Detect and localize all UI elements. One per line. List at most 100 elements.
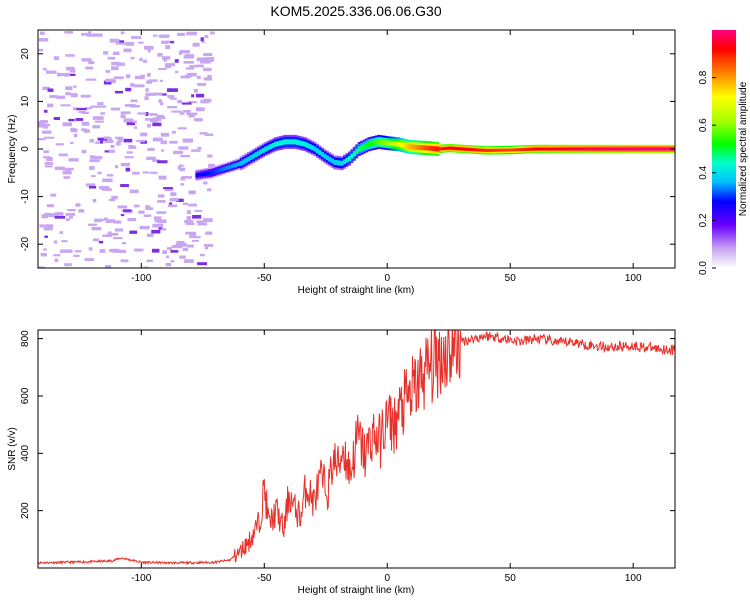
noise-speckle: [180, 183, 185, 186]
ridge-segment: [416, 145, 420, 151]
noise-speckle: [73, 85, 77, 88]
ridge-segment: [239, 160, 243, 166]
noise-speckle: [147, 48, 151, 53]
snr-y-ticks: 200 400 600 800: [20, 330, 675, 519]
noise-speckle: [140, 74, 145, 77]
ridge-segment: [520, 148, 524, 152]
noise-speckle: [73, 254, 80, 257]
ridge-segment: [485, 148, 489, 152]
noise-speckle: [81, 121, 90, 126]
colorbar-title: Normalized spectral amplitude: [738, 81, 749, 216]
ridge-segment: [569, 147, 573, 151]
noise-speckle: [149, 171, 158, 174]
ridge-segment: [490, 148, 494, 152]
noise-speckle: [111, 195, 118, 200]
noise-speckle: [122, 209, 132, 212]
noise-speckle: [91, 175, 96, 178]
signal-ridge: [195, 134, 675, 181]
noise-speckle: [114, 90, 124, 94]
ridge-segment: [431, 146, 435, 152]
noise-speckle: [133, 84, 145, 88]
ridge-segment: [394, 141, 398, 147]
noise-speckle: [180, 176, 186, 181]
ridge-segment: [249, 155, 253, 161]
noise-speckle: [164, 63, 176, 67]
snr-x-tick-label: 50: [505, 573, 517, 584]
noise-speckle: [196, 57, 207, 62]
noise-speckle: [203, 58, 214, 63]
ridge-segment: [320, 151, 324, 157]
ridge-segment: [593, 147, 597, 151]
noise-speckle: [162, 250, 167, 255]
noise-speckle: [165, 65, 171, 69]
ridge-segment: [404, 143, 408, 149]
noise-speckle: [85, 78, 97, 81]
noise-speckle: [111, 248, 120, 253]
noise-speckle: [69, 141, 74, 144]
noise-speckle: [158, 35, 169, 38]
ridge-segment: [352, 151, 356, 157]
noise-speckle: [153, 216, 162, 221]
ridge-segment: [436, 146, 440, 152]
noise-speckle: [121, 242, 127, 245]
ridge-segment: [544, 147, 548, 151]
noise-speckle: [197, 222, 208, 226]
noise-speckles: [38, 31, 216, 268]
noise-speckle: [108, 198, 116, 202]
noise-speckle: [92, 238, 100, 242]
noise-speckle: [114, 228, 124, 232]
noise-speckle: [185, 67, 194, 70]
noise-speckle: [44, 212, 52, 217]
noise-speckle: [203, 218, 213, 223]
noise-speckle: [158, 175, 167, 180]
ridge-segment: [357, 146, 361, 152]
ridge-segment: [475, 148, 479, 152]
noise-speckle: [133, 120, 137, 124]
noise-speckle: [126, 121, 136, 126]
noise-speckle: [205, 231, 213, 235]
colorbar-gradient: [712, 30, 736, 268]
noise-speckle: [157, 53, 163, 56]
ridge-segment: [561, 147, 565, 151]
noise-speckle: [120, 114, 126, 119]
noise-speckle: [175, 198, 184, 203]
noise-speckle: [207, 154, 213, 158]
noise-speckle: [140, 132, 148, 137]
noise-speckle: [171, 110, 182, 113]
noise-speckle: [158, 226, 163, 230]
snr-y-tick-label: 400: [20, 445, 31, 462]
ridge-segment: [488, 148, 492, 152]
ridge-segment: [603, 147, 607, 151]
noise-speckle: [165, 263, 172, 267]
noise-speckle: [158, 194, 165, 198]
noise-speckle: [38, 266, 46, 268]
noise-speckle: [57, 166, 62, 169]
ridge-segment: [505, 148, 509, 152]
ridge-segment: [522, 147, 526, 151]
noise-speckle: [46, 70, 57, 74]
ridge-segment: [306, 142, 310, 148]
noise-speckle: [68, 215, 73, 219]
noise-speckle: [127, 217, 136, 222]
ridge-segment: [667, 147, 671, 151]
noise-speckle: [187, 101, 197, 104]
snr-x-title: Height of straight line (km): [298, 585, 415, 596]
ridge-segment: [205, 171, 209, 176]
noise-speckle: [42, 86, 51, 91]
ridge-segment: [591, 147, 595, 151]
noise-speckle: [95, 141, 104, 144]
snr-x-tick-label: -100: [131, 573, 151, 584]
ridge-segment: [212, 170, 216, 175]
noise-speckle: [145, 111, 149, 116]
noise-speckle: [196, 75, 201, 79]
ridge-segment: [259, 149, 263, 155]
noise-speckle: [58, 153, 68, 157]
noise-speckle: [205, 246, 209, 250]
ridge-segment: [247, 156, 251, 162]
ridge-segment: [638, 147, 642, 151]
noise-speckle: [128, 145, 137, 149]
noise-speckle: [149, 113, 158, 116]
noise-speckle: [128, 144, 134, 148]
snr-frame: [37, 329, 676, 569]
